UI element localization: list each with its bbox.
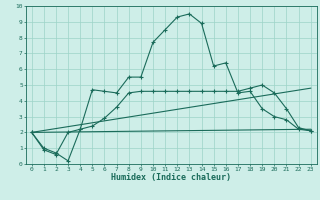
X-axis label: Humidex (Indice chaleur): Humidex (Indice chaleur) — [111, 173, 231, 182]
